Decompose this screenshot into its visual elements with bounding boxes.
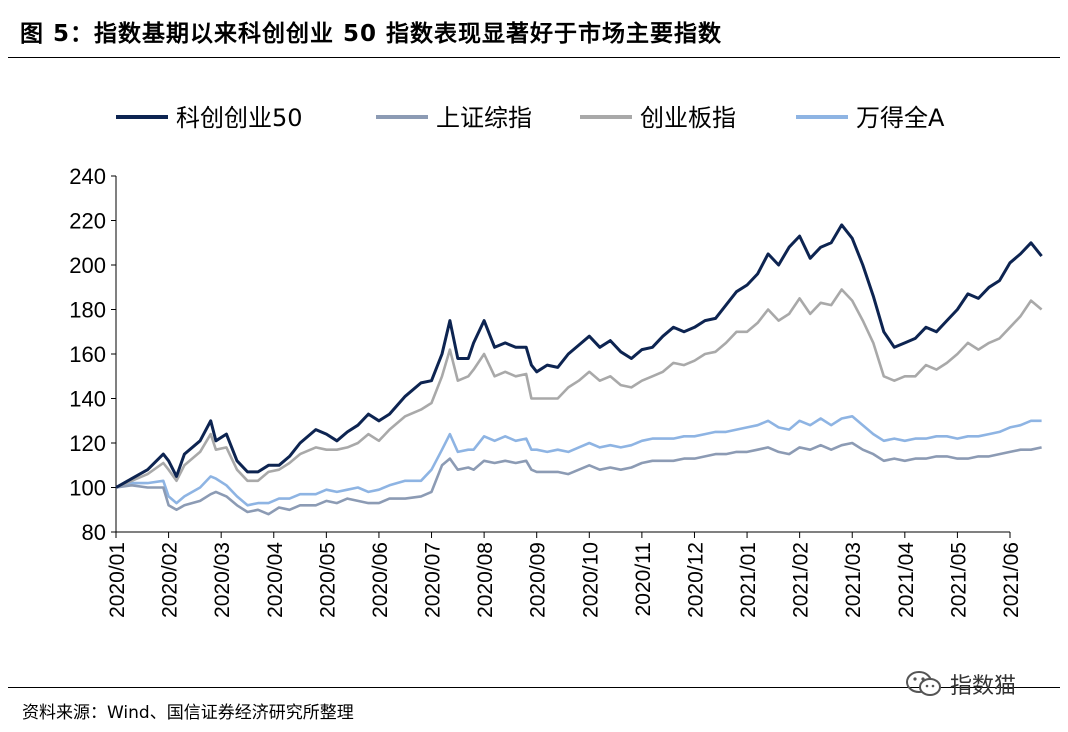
x-tick-label: 2021/04 — [895, 542, 918, 618]
x-tick-label: 2020/03 — [211, 542, 234, 618]
chart-series — [115, 223, 1043, 516]
legend-label: 万得全A — [856, 104, 945, 132]
footer-divider — [8, 687, 1060, 688]
y-tick-label: 120 — [69, 431, 106, 456]
chart-axes: 80 100 120 140 160 180 200 220 240 2020/01 2020/02… — [69, 164, 1023, 618]
legend-label: 创业板指 — [640, 104, 736, 132]
watermark: 指数猫 — [904, 668, 1016, 700]
legend-label: 上证综指 — [436, 104, 532, 132]
y-tick-label: 200 — [69, 253, 106, 278]
legend-label: 科创创业50 — [176, 104, 303, 132]
wechat-bubble-icon — [906, 671, 941, 696]
x-tick-label: 2021/01 — [737, 542, 760, 618]
x-tick-label: 2020/01 — [106, 542, 129, 618]
page-title: 图 5：指数基期以来科创创业 50 指数表现显著好于市场主要指数 — [20, 21, 723, 47]
x-tick-label: 2020/12 — [684, 542, 707, 618]
x-tick-label: 2020/11 — [632, 542, 655, 616]
watermark-text: 指数猫 — [950, 674, 1017, 699]
x-tick-label: 2021/06 — [1000, 542, 1023, 618]
line-chart: 科创创业50 上证综指 创业板指 万得全A 80 100 120 140 160 180 200 2… — [69, 104, 1043, 618]
x-tick-label: 2021/05 — [947, 542, 970, 618]
x-tick-label: 2021/02 — [790, 542, 813, 618]
y-tick-label: 100 — [69, 476, 106, 501]
x-tick-label: 2020/06 — [369, 542, 392, 618]
x-tick-label: 2020/05 — [316, 542, 339, 618]
y-tick-label: 80 — [82, 520, 106, 545]
series-line — [115, 415, 1042, 507]
y-tick-label: 220 — [69, 209, 106, 234]
x-tick-label: 2020/09 — [527, 542, 550, 618]
x-tick-label: 2020/07 — [422, 542, 445, 618]
series-line — [115, 441, 1042, 516]
chart-legend: 科创创业50 上证综指 创业板指 万得全A — [116, 104, 945, 132]
series-line — [115, 223, 1043, 489]
x-tick-label: 2020/04 — [264, 542, 287, 618]
x-tick-label: 2020/10 — [579, 542, 602, 618]
y-tick-label: 240 — [69, 164, 106, 189]
x-tick-label: 2020/08 — [474, 542, 497, 618]
source-note: 资料来源：Wind、国信证券经济研究所整理 — [22, 703, 354, 723]
y-tick-label: 140 — [69, 387, 106, 412]
x-tick-label: 2020/02 — [159, 542, 182, 618]
y-tick-label: 180 — [69, 298, 106, 323]
series-line — [115, 288, 1043, 489]
x-tick-label: 2021/03 — [842, 542, 865, 618]
y-tick-label: 160 — [69, 342, 106, 367]
title-divider — [8, 57, 1060, 58]
